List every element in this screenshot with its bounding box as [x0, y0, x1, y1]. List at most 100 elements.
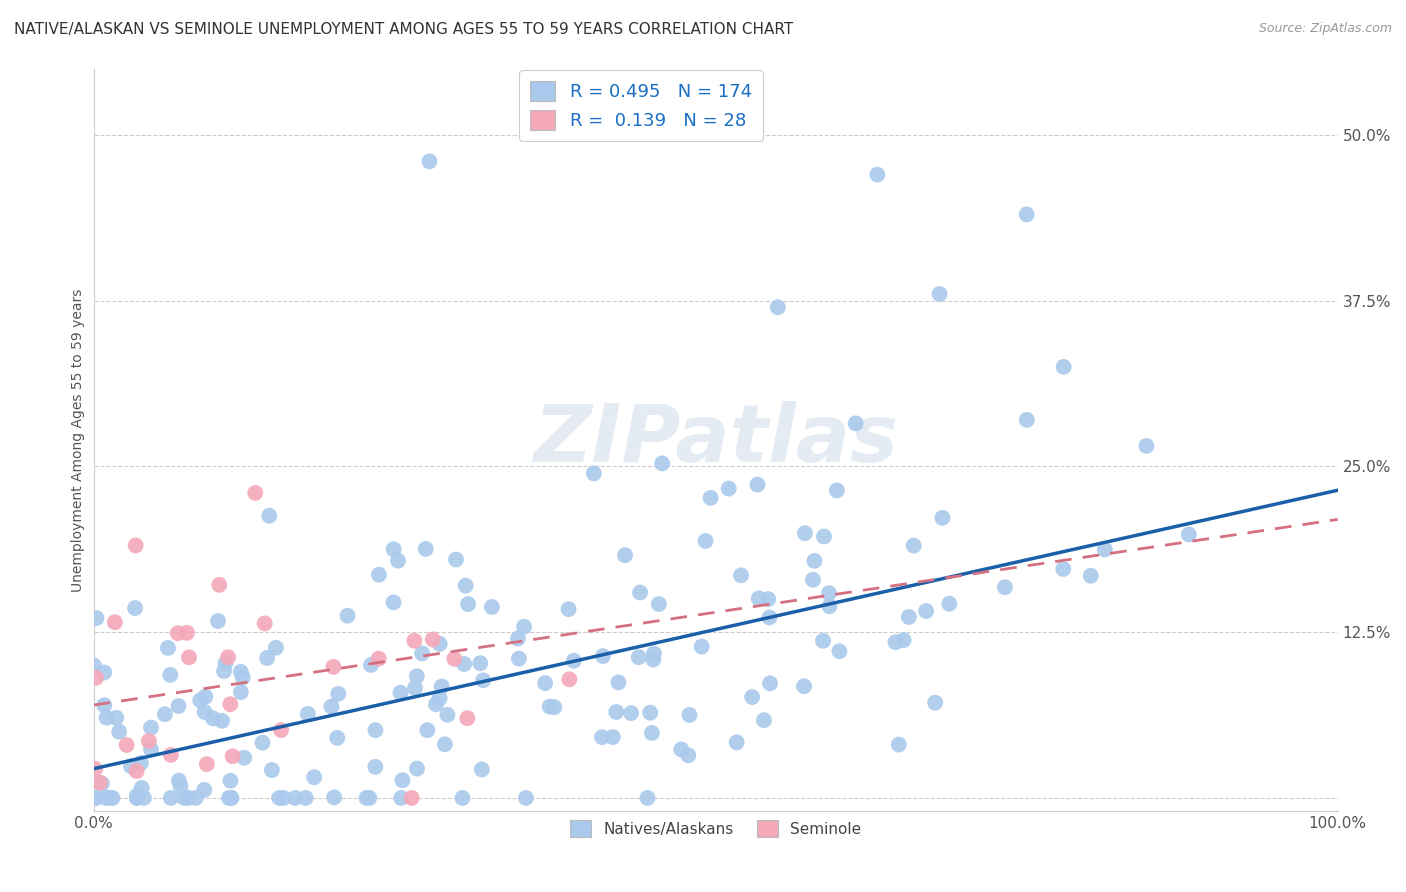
Point [1080, 568, 1102, 582]
Point [212, 664, 235, 678]
Point [98, 791, 121, 805]
Point [167, 698, 190, 713]
Point [138, 734, 160, 748]
Point [326, 731, 349, 745]
Point [538, 699, 561, 714]
Point [131, 780, 153, 795]
Point [382, 542, 405, 557]
Legend: Natives/Alaskans, Seminole: Natives/Alaskans, Seminole [562, 813, 869, 845]
Point [470, 656, 492, 670]
Point [741, 690, 763, 704]
Point [793, 526, 815, 541]
Point [232, 670, 254, 684]
Point [897, 610, 920, 624]
Point [648, 597, 671, 611]
Point [671, 742, 693, 756]
Point [811, 633, 834, 648]
Point [637, 791, 659, 805]
Point [356, 791, 378, 805]
Point [725, 735, 748, 749]
Point [1178, 527, 1201, 541]
Point [360, 657, 382, 672]
Point [1052, 359, 1074, 374]
Point [253, 616, 276, 631]
Point [101, 791, 124, 805]
Point [195, 757, 218, 772]
Point [387, 554, 409, 568]
Point [752, 713, 775, 727]
Point [643, 647, 665, 661]
Point [124, 601, 146, 615]
Point [297, 706, 319, 721]
Point [260, 763, 283, 777]
Point [406, 762, 429, 776]
Text: Source: ZipAtlas.com: Source: ZipAtlas.com [1258, 22, 1392, 36]
Point [124, 538, 146, 552]
Point [695, 533, 717, 548]
Point [218, 791, 240, 805]
Point [592, 648, 614, 663]
Point [219, 791, 242, 805]
Point [828, 644, 851, 658]
Point [915, 604, 938, 618]
Text: NATIVE/ALASKAN VS SEMINOLE UNEMPLOYMENT AMONG AGES 55 TO 59 YEARS CORRELATION CH: NATIVE/ALASKAN VS SEMINOLE UNEMPLOYMENT … [14, 22, 793, 37]
Point [84, 762, 107, 776]
Text: ZIPatlas: ZIPatlas [533, 401, 898, 479]
Point [214, 656, 236, 670]
Point [1052, 562, 1074, 576]
Point [229, 685, 252, 699]
Point [167, 773, 190, 788]
Point [845, 417, 868, 431]
Point [582, 467, 605, 481]
Point [404, 633, 426, 648]
Point [453, 657, 475, 671]
Point [269, 791, 291, 805]
Point [620, 706, 643, 720]
Point [924, 696, 946, 710]
Point [391, 773, 413, 788]
Point [766, 300, 789, 314]
Point [401, 791, 423, 805]
Point [444, 552, 467, 566]
Point [641, 726, 664, 740]
Point [104, 615, 127, 630]
Point [759, 676, 782, 690]
Point [139, 742, 162, 756]
Point [184, 791, 207, 805]
Point [264, 640, 287, 655]
Point [1015, 207, 1038, 221]
Point [294, 791, 316, 805]
Point [591, 730, 613, 744]
Point [125, 764, 148, 778]
Point [415, 541, 437, 556]
Point [364, 723, 387, 738]
Point [405, 669, 427, 683]
Point [515, 791, 537, 805]
Point [508, 651, 530, 665]
Point [233, 750, 256, 764]
Point [605, 705, 627, 719]
Point [928, 287, 950, 301]
Point [456, 711, 478, 725]
Point [139, 721, 162, 735]
Point [389, 686, 412, 700]
Point [614, 548, 637, 562]
Point [678, 748, 700, 763]
Point [418, 154, 440, 169]
Point [166, 626, 188, 640]
Point [651, 457, 673, 471]
Point [284, 791, 307, 805]
Point [176, 625, 198, 640]
Point [125, 791, 148, 805]
Point [336, 608, 359, 623]
Point [425, 698, 447, 712]
Point [506, 632, 529, 646]
Point [173, 791, 195, 805]
Point [481, 599, 503, 614]
Point [105, 711, 128, 725]
Point [903, 539, 925, 553]
Point [194, 705, 217, 719]
Point [938, 597, 960, 611]
Point [90, 776, 112, 790]
Point [83, 658, 105, 673]
